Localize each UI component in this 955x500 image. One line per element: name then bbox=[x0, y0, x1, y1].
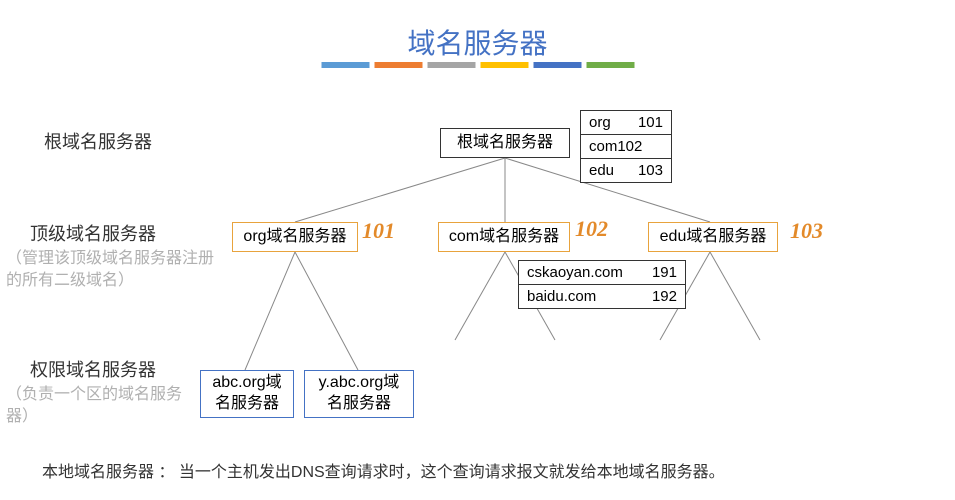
root-lookup-table: org 101 com102 edu 103 bbox=[580, 110, 672, 183]
bottom-description: 本地域名服务器 ： 当一个主机发出DNS查询请求时，这个查询请求报文就发给本地域… bbox=[42, 458, 725, 482]
row-sublabel-tld: （管理该顶级域名服务器注册的所有二级域名） bbox=[6, 248, 216, 293]
cell-v: 191 bbox=[652, 264, 677, 281]
table-row: cskaoyan.com 191 bbox=[519, 261, 685, 285]
y-abc-org-server-node: y.abc.org域名服务器 bbox=[304, 370, 414, 418]
table-row: edu 103 bbox=[581, 159, 671, 182]
bar-5 bbox=[586, 62, 634, 68]
cell-k: cskaoyan.com bbox=[527, 264, 623, 281]
page-title: 域名服务器 bbox=[0, 22, 955, 62]
bar-4 bbox=[533, 62, 581, 68]
table-row: baidu.com 192 bbox=[519, 285, 685, 308]
table-row: org 101 bbox=[581, 111, 671, 135]
root-server-node: 根域名服务器 bbox=[440, 128, 570, 158]
row-label-tld: 顶级域名服务器 bbox=[30, 222, 156, 247]
cell-k: com102 bbox=[589, 138, 642, 155]
row-label-root: 根域名服务器 bbox=[44, 130, 152, 155]
abc-org-server-node: abc.org域名服务器 bbox=[200, 370, 294, 418]
row-sublabel-auth: （负责一个区的域名服务器） bbox=[6, 384, 206, 429]
bar-2 bbox=[427, 62, 475, 68]
annotation-101: 101 bbox=[362, 218, 395, 244]
table-row: com102 bbox=[581, 135, 671, 159]
bar-0 bbox=[321, 62, 369, 68]
com-server-node: com域名服务器 bbox=[438, 222, 570, 252]
annotation-103: 103 bbox=[790, 218, 823, 244]
cell-v: 101 bbox=[638, 114, 663, 131]
bar-1 bbox=[374, 62, 422, 68]
cell-k: edu bbox=[589, 162, 614, 179]
annotation-102: 102 bbox=[575, 216, 608, 242]
org-server-node: org域名服务器 bbox=[232, 222, 358, 252]
cell-v: 192 bbox=[652, 288, 677, 305]
com-lookup-table: cskaoyan.com 191 baidu.com 192 bbox=[518, 260, 686, 309]
cell-k: baidu.com bbox=[527, 288, 596, 305]
cell-v: 103 bbox=[638, 162, 663, 179]
edu-server-node: edu域名服务器 bbox=[648, 222, 778, 252]
row-label-auth: 权限域名服务器 bbox=[30, 358, 156, 383]
bar-3 bbox=[480, 62, 528, 68]
cell-k: org bbox=[589, 114, 611, 131]
divider-bars bbox=[321, 62, 634, 68]
